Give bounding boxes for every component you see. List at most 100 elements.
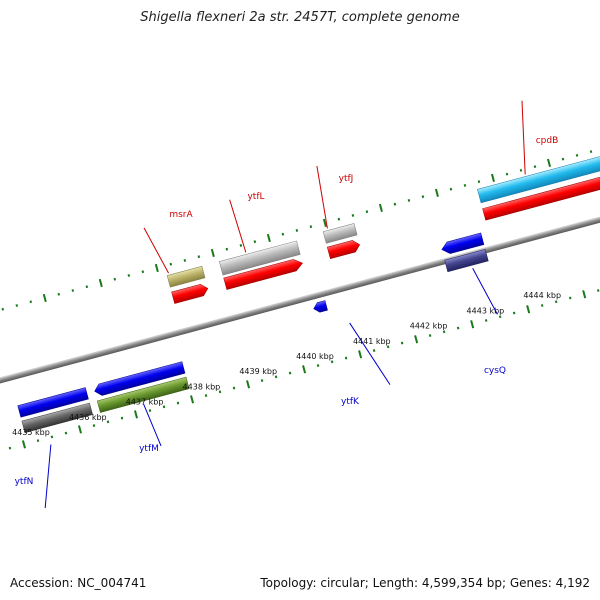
scale-dot [582, 290, 587, 299]
scale-dot [15, 304, 19, 307]
scale-dot [470, 320, 475, 329]
scale-dot [98, 278, 103, 288]
gene-label-ytfJ[interactable]: ytfJ [339, 174, 354, 184]
gene-labels: msrA ytfL ytfJ cpdB ytfN ytfM ytfK cysQ [15, 136, 559, 487]
scale-dot [344, 356, 348, 360]
scale-dot [434, 188, 439, 198]
scale-dot [540, 304, 544, 307]
scale-dot [183, 259, 187, 262]
scale-dot [266, 233, 271, 243]
scale-dot [21, 440, 26, 449]
scale-dot [477, 180, 481, 184]
scale-dot [378, 203, 383, 213]
scale-dot [351, 214, 355, 217]
gene-feature-msrA[interactable] [143, 216, 209, 306]
gene-label-ytfM[interactable]: ytfM [139, 444, 159, 454]
scale-dot [57, 292, 61, 296]
gene-label-ytfK[interactable]: ytfK [341, 397, 360, 407]
scale-dot [421, 195, 425, 199]
scale-dot [134, 410, 139, 419]
scale-dot [127, 274, 131, 277]
scale-tick-label: 4444 kbp [523, 291, 561, 300]
scale-dot [309, 225, 313, 229]
gene-label-cysQ[interactable]: cysQ [484, 366, 506, 376]
scale-dot [568, 296, 572, 300]
scale-dot [120, 416, 124, 420]
scale-dot [295, 229, 299, 232]
scale-tick-label: 4441 kbp [353, 337, 391, 346]
gene-feature-ytfL[interactable] [205, 186, 305, 290]
forward-scale-dots [1, 150, 593, 311]
scale-dot [316, 364, 320, 367]
scale-dot [526, 305, 531, 314]
scale-dot [218, 390, 222, 394]
genome-backbone [0, 189, 600, 411]
scale-dot [484, 319, 488, 322]
scale-dot [1, 307, 5, 311]
gene-feature-cpdB[interactable] [458, 84, 600, 221]
scale-dot [365, 210, 369, 214]
scale-tick-label: 4435 kbp [12, 428, 50, 437]
gene-feature-ytfJ[interactable] [306, 161, 361, 260]
scale-dot [253, 240, 257, 244]
scale-dot [407, 198, 411, 202]
accession-text: Accession: NC_004741 [10, 576, 147, 590]
scale-dot [29, 300, 33, 304]
gene-label-ytfL[interactable]: ytfL [247, 192, 264, 202]
scale-dot [197, 255, 201, 259]
scale-dot [490, 173, 495, 183]
scale-dot [498, 315, 502, 319]
scale-dot [358, 350, 363, 359]
gene-feature-cysQ[interactable] [440, 232, 502, 324]
scale-dot [232, 386, 236, 390]
scale-dot [519, 168, 523, 172]
scale-dot [561, 157, 565, 161]
map-title: Shigella flexneri 2a str. 2457T, complet… [140, 10, 460, 25]
scale-dot [42, 293, 47, 303]
scale-dot [512, 311, 516, 315]
gene-label-ytfN[interactable]: ytfN [15, 477, 34, 487]
scale-dot [456, 326, 460, 330]
scale-tick-label: 4442 kbp [410, 322, 448, 331]
scale-dot [148, 409, 152, 413]
gene-label-msrA[interactable]: msrA [169, 210, 193, 220]
scale-dot [210, 248, 215, 258]
scale-dot [239, 244, 243, 247]
scale-dot [71, 289, 75, 292]
scale-dot [337, 217, 341, 221]
scale-dot [274, 375, 278, 379]
scale-dot [589, 150, 593, 154]
scale-dot [372, 349, 376, 352]
scale-tick-label: 4440 kbp [296, 352, 334, 361]
scale-dot [449, 187, 453, 191]
scale-dot [386, 345, 390, 349]
scale-tick-label: 4438 kbp [183, 382, 221, 391]
scale-dot [554, 300, 558, 304]
scale-tick-label: 4443 kbp [467, 306, 505, 315]
scale-dot [64, 431, 68, 435]
scale-tick-label: 4436 kbp [69, 413, 107, 422]
scale-dot [533, 165, 537, 169]
scale-tick-label: 4437 kbp [126, 398, 164, 407]
scale-dot [414, 335, 419, 344]
scale-dot [169, 262, 173, 266]
scale-dot [505, 172, 509, 176]
scale-dot [575, 153, 579, 157]
scale-tick-label: 4439 kbp [239, 367, 277, 376]
scale-dot [596, 289, 600, 292]
gene-feature-ytfN[interactable] [17, 387, 113, 509]
scale-dot [162, 405, 166, 409]
gene-feature-ytfK[interactable] [312, 290, 391, 399]
scale-dot [428, 334, 432, 337]
scale-dot [154, 263, 159, 273]
gene-feature-ytfM[interactable] [93, 361, 202, 459]
scale-dot [281, 232, 285, 236]
scale-dot [442, 330, 446, 334]
gene-label-cpdB[interactable]: cpdB [536, 136, 559, 146]
scale-dot [225, 247, 229, 251]
scale-dot [204, 394, 208, 397]
scale-dot [106, 420, 110, 424]
scale-dot [463, 183, 467, 187]
scale-dot [8, 446, 12, 450]
